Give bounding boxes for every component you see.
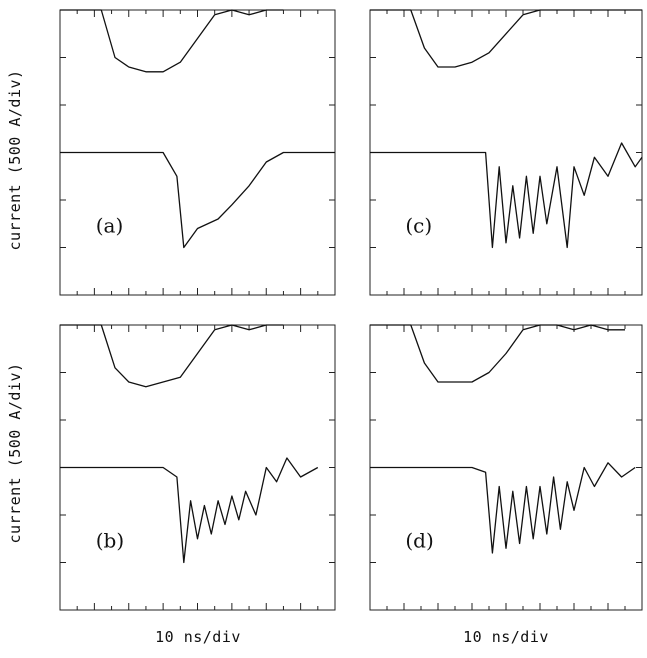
series-line-1	[370, 324, 625, 383]
series-line-2	[370, 462, 636, 554]
panel-label: (b)	[96, 528, 124, 552]
series-line-2	[60, 151, 335, 249]
panel-b: (b)	[59, 324, 336, 611]
panel-label: (d)	[405, 528, 433, 552]
y-axis-label-top: current (500 A/div)	[6, 69, 24, 251]
series-line-1	[60, 9, 284, 73]
y-axis-label-bottom: current (500 A/div)	[6, 362, 24, 544]
panel-a: (a)	[59, 9, 336, 296]
panel-c: (c)	[369, 9, 643, 296]
x-axis-label-right: 10 ns/div	[463, 628, 549, 646]
series-line-1	[60, 324, 284, 388]
series-line-2	[60, 457, 319, 564]
series-line-2	[370, 142, 643, 249]
x-axis-label-left: 10 ns/div	[155, 628, 241, 646]
series-line-1	[370, 9, 642, 68]
panel-label: (a)	[96, 213, 124, 237]
panel-label: (c)	[405, 213, 432, 237]
panel-d: (d)	[369, 324, 643, 611]
